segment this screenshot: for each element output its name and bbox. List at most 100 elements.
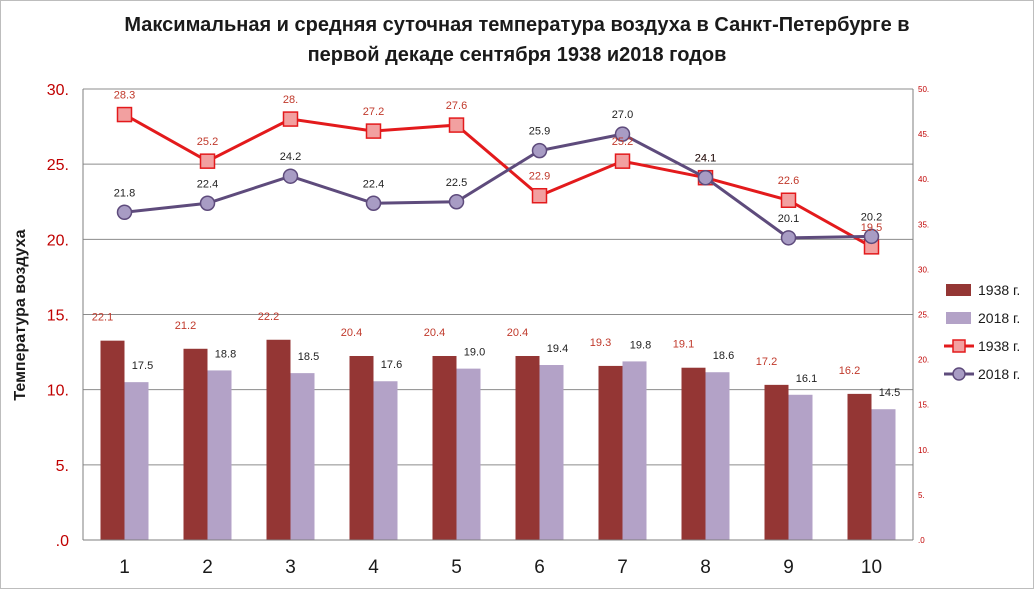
bar-data-label: 22.1 xyxy=(92,312,113,324)
bar xyxy=(349,355,374,540)
bar-data-label: 18.5 xyxy=(298,351,319,363)
bar-data-label: 17.6 xyxy=(381,359,402,371)
axes: .05.10.15.20.25.30..05.10.15.20.25.30.35… xyxy=(47,82,929,578)
bar xyxy=(124,382,149,540)
line-marker-circle xyxy=(863,228,880,245)
bar xyxy=(871,409,896,540)
right-tick-label: 30. xyxy=(918,265,929,274)
right-tick-label: .0 xyxy=(918,536,925,545)
line-data-label: 22.9 xyxy=(529,171,550,183)
legend-label: 2018 г. xyxy=(978,310,1020,326)
x-tick-label: 10 xyxy=(861,557,882,578)
left-tick-label: 20. xyxy=(47,232,69,249)
bar xyxy=(515,355,540,540)
line-marker-circle xyxy=(614,126,631,142)
line-data-label: 27.2 xyxy=(363,106,384,118)
line-data-label: 22.5 xyxy=(446,177,467,189)
bar xyxy=(705,372,730,540)
right-tick-label: 10. xyxy=(918,446,929,455)
bar xyxy=(456,368,481,540)
bar-data-label: 14.5 xyxy=(879,387,900,399)
x-tick-label: 7 xyxy=(617,557,628,578)
right-tick-label: 15. xyxy=(918,401,929,410)
right-tick-label: 5. xyxy=(918,491,925,500)
bar xyxy=(764,384,789,540)
legend-label: 1938 г. xyxy=(978,282,1020,298)
line-data-label: 20.1 xyxy=(778,213,799,225)
x-tick-label: 2 xyxy=(202,557,213,578)
line-data-label: 25.9 xyxy=(529,126,550,138)
line-marker-square xyxy=(282,111,299,127)
line-data-label: 20.2 xyxy=(861,211,882,223)
bar xyxy=(373,381,398,540)
line-data-label: 24.1 xyxy=(695,153,716,165)
line-data-label: 24.2 xyxy=(280,151,301,163)
x-tick-label: 4 xyxy=(368,557,379,578)
line-marker-circle xyxy=(531,142,548,159)
bar-layer xyxy=(100,339,896,540)
legend-swatch xyxy=(946,312,971,324)
line-marker-square xyxy=(531,187,548,204)
legend-marker-circle xyxy=(952,367,966,381)
legend-label: 2018 г. xyxy=(978,366,1020,382)
left-tick-label: .0 xyxy=(56,533,69,550)
bar-data-label: 19.4 xyxy=(547,343,568,355)
line-data-label: 27.0 xyxy=(612,109,633,121)
x-tick-label: 8 xyxy=(700,557,711,578)
line-data-label: 24.1 xyxy=(695,153,716,165)
line-data-label: 28. xyxy=(283,94,298,106)
bar xyxy=(100,340,125,540)
right-tick-label: 50. xyxy=(918,85,929,94)
data-labels: 22.1 21.2 22.2 20.4 20.4 20.4 19.3 19.1 17.2 16.2… xyxy=(92,90,900,400)
right-tick-label: 40. xyxy=(918,175,929,184)
line-data-label: 28.3 xyxy=(114,90,135,102)
bar xyxy=(681,367,706,540)
bar-data-label: 21.2 xyxy=(175,320,196,332)
bar xyxy=(622,361,647,540)
x-tick-label: 6 xyxy=(534,557,545,578)
line-data-label: 22.4 xyxy=(363,178,384,190)
line-data-label: 25.2 xyxy=(612,136,633,148)
bar-data-label: 22.2 xyxy=(258,311,279,323)
series-line xyxy=(123,113,873,249)
line-data-label: 22.6 xyxy=(778,175,799,187)
bar xyxy=(432,355,457,540)
line-data-label: 21.8 xyxy=(114,187,135,199)
legend: 1938 г. 2018 г. 1938 г. 2018 г. xyxy=(944,282,1020,382)
left-tick-label: 5. xyxy=(56,458,69,475)
line-layer xyxy=(116,106,880,255)
line-marker-circle xyxy=(448,194,465,210)
chart-title-line-1: Максимальная и средняя суточная температ… xyxy=(124,14,910,36)
chart-title-line-2: первой декаде сентября 1938 и2018 годов xyxy=(307,44,727,66)
legend-label: 1938 г. xyxy=(978,338,1020,354)
left-tick-label: 30. xyxy=(47,82,69,99)
x-tick-label: 3 xyxy=(285,557,296,578)
bar xyxy=(598,365,623,540)
line-marker-circle xyxy=(365,195,382,212)
line-marker-square xyxy=(780,192,797,208)
bar-data-label: 20.4 xyxy=(341,327,362,339)
legend-marker-square xyxy=(952,339,966,353)
right-tick-label: 45. xyxy=(918,130,929,139)
bar-data-label: 18.6 xyxy=(713,350,734,362)
right-tick-label: 35. xyxy=(918,220,929,229)
bar-data-label: 16.1 xyxy=(796,373,817,385)
line-data-label: 19.5 xyxy=(861,222,882,234)
bar-data-label: 16.2 xyxy=(839,365,860,377)
line-data-label: 27.6 xyxy=(446,100,467,112)
bar xyxy=(266,339,291,540)
left-tick-label: 15. xyxy=(47,308,69,325)
line-marker-circle xyxy=(282,168,299,184)
line-marker-circle xyxy=(199,195,216,212)
bar-data-label: 19.1 xyxy=(673,339,694,351)
bar xyxy=(788,394,813,540)
right-tick-label: 20. xyxy=(918,356,929,365)
line-marker-square xyxy=(614,153,631,169)
bar xyxy=(847,393,872,540)
bar xyxy=(290,373,315,540)
bar xyxy=(207,370,232,540)
bar-data-label: 20.4 xyxy=(424,327,445,339)
line-marker-square xyxy=(448,117,465,133)
x-tick-label: 5 xyxy=(451,557,462,578)
